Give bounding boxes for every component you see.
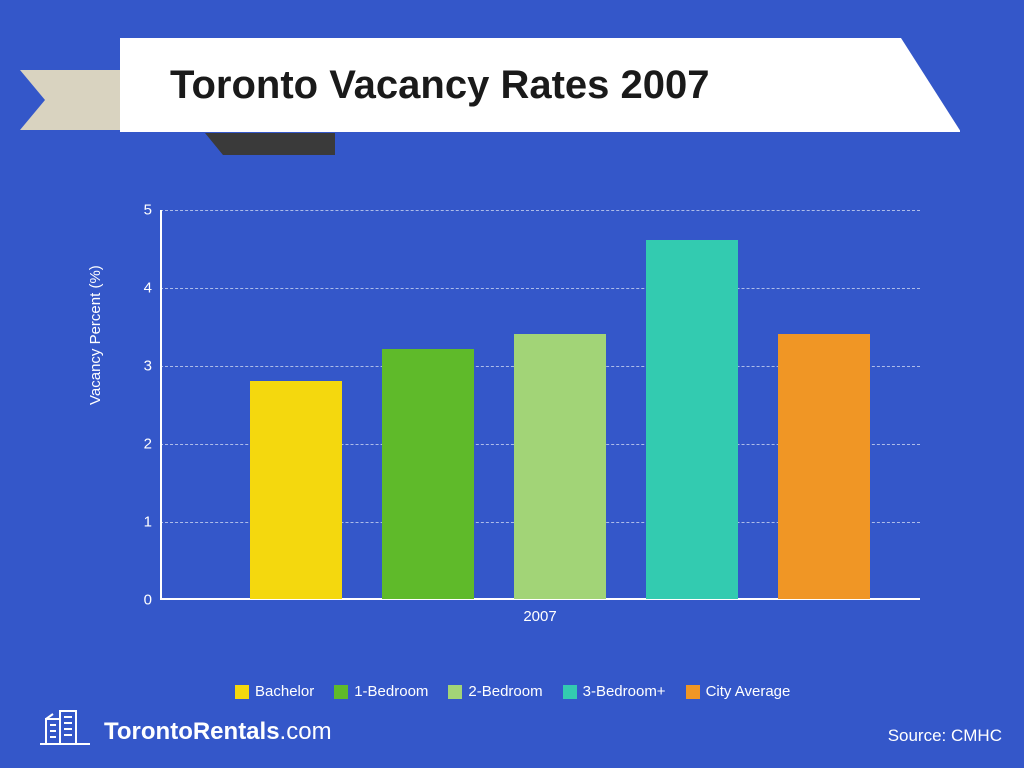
legend-label: Bachelor bbox=[255, 683, 314, 700]
x-category-label: 2007 bbox=[160, 608, 920, 625]
legend-label: 1-Bedroom bbox=[354, 683, 428, 700]
bar-1-bedroom bbox=[382, 349, 474, 599]
bar-2-bedroom bbox=[514, 334, 606, 599]
y-axis-label: Vacancy Percent (%) bbox=[87, 265, 104, 405]
legend-item: 1-Bedroom bbox=[334, 683, 428, 700]
grid-line bbox=[160, 288, 920, 289]
y-axis bbox=[160, 210, 162, 600]
bar-city-average bbox=[778, 334, 870, 599]
vacancy-chart: Vacancy Percent (%) 2007 012345 Bachelor… bbox=[105, 210, 925, 640]
source-attribution: Source: CMHC bbox=[888, 726, 1002, 746]
page-title: Toronto Vacancy Rates 2007 bbox=[170, 63, 710, 108]
y-tick-label: 3 bbox=[132, 358, 152, 375]
legend-label: 2-Bedroom bbox=[468, 683, 542, 700]
y-tick-label: 4 bbox=[132, 280, 152, 297]
brand-text: TorontoRentals.com bbox=[104, 718, 332, 746]
legend-item: Bachelor bbox=[235, 683, 314, 700]
y-tick-label: 0 bbox=[132, 592, 152, 609]
chart-legend: Bachelor 1-Bedroom 2-Bedroom 3-Bedroom+ City… bbox=[235, 683, 790, 700]
bar-3-bedroom- bbox=[646, 240, 738, 599]
brand-main: TorontoRentals bbox=[104, 718, 280, 745]
title-banner: Toronto Vacancy Rates 2007 bbox=[0, 38, 1024, 148]
legend-swatch bbox=[563, 685, 577, 699]
bar-bachelor bbox=[250, 381, 342, 599]
legend-item: 2-Bedroom bbox=[448, 683, 542, 700]
legend-item: 3-Bedroom+ bbox=[563, 683, 666, 700]
grid-line bbox=[160, 210, 920, 211]
ribbon-shadow bbox=[205, 133, 335, 155]
legend-label: 3-Bedroom+ bbox=[583, 683, 666, 700]
buildings-icon bbox=[38, 706, 92, 746]
legend-item: City Average bbox=[686, 683, 791, 700]
y-tick-label: 2 bbox=[132, 436, 152, 453]
brand-suffix: .com bbox=[280, 718, 332, 745]
y-tick-label: 1 bbox=[132, 514, 152, 531]
banner-body: Toronto Vacancy Rates 2007 bbox=[120, 38, 960, 132]
legend-swatch bbox=[235, 685, 249, 699]
footer-brand: TorontoRentals.com bbox=[38, 706, 332, 746]
y-tick-label: 5 bbox=[132, 202, 152, 219]
chart-plot: 2007 012345 bbox=[160, 210, 920, 600]
legend-swatch bbox=[334, 685, 348, 699]
legend-swatch bbox=[686, 685, 700, 699]
legend-swatch bbox=[448, 685, 462, 699]
legend-label: City Average bbox=[706, 683, 791, 700]
